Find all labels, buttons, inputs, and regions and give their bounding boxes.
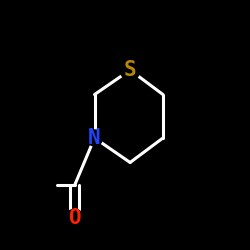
Circle shape xyxy=(86,130,102,146)
Text: O: O xyxy=(68,208,81,228)
Text: N: N xyxy=(88,128,101,148)
Circle shape xyxy=(66,209,83,227)
Text: S: S xyxy=(124,60,136,80)
Circle shape xyxy=(120,60,140,80)
